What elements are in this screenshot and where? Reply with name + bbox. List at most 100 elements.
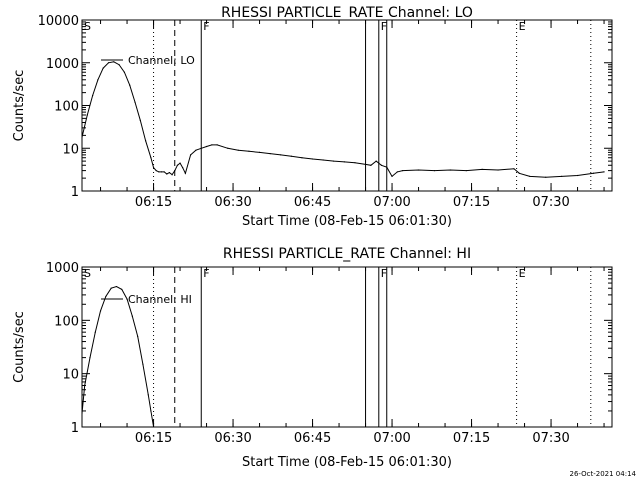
data-point xyxy=(99,310,102,312)
x-axis-label: Start Time (08-Feb-15 06:01:30) xyxy=(242,214,452,229)
event-marker-label: F xyxy=(381,20,387,33)
data-point xyxy=(311,158,314,160)
event-marker-label: F xyxy=(203,267,209,280)
panel-lo: RHESSI PARTICLE_RATE Channel: LO 06:15 06:… xyxy=(12,5,613,229)
data-point xyxy=(129,84,131,86)
data-point xyxy=(121,288,123,291)
chart-title: RHESSI PARTICLE_RATE Channel: HI xyxy=(223,246,471,262)
y-tick-label: 100 xyxy=(54,314,79,329)
data-point xyxy=(86,114,88,116)
data-point xyxy=(123,71,125,73)
data-point xyxy=(82,136,83,138)
plot-frame xyxy=(81,266,613,428)
data-point xyxy=(126,298,128,300)
data-point xyxy=(576,174,579,177)
data-point xyxy=(290,155,292,157)
data-point xyxy=(158,171,160,173)
data-point xyxy=(248,150,250,152)
footer-timestamp: 26-Oct-2021 04:14 xyxy=(570,470,637,478)
data-point xyxy=(137,335,139,337)
data-point xyxy=(269,152,271,155)
data-point xyxy=(150,157,152,159)
y-tick-label: 1000 xyxy=(46,261,79,276)
x-tick-label: 07:00 xyxy=(373,195,410,210)
data-point xyxy=(142,363,144,365)
data-point xyxy=(592,172,595,174)
data-point xyxy=(391,175,393,177)
data-point xyxy=(465,170,467,172)
y-axis-label: Counts/sec xyxy=(12,70,27,142)
event-marker-label: F xyxy=(381,267,387,280)
data-point xyxy=(433,170,436,172)
data-point xyxy=(92,95,94,97)
data-point xyxy=(163,171,165,173)
x-axis-label: Start Time (08-Feb-15 06:01:30) xyxy=(242,455,452,470)
x-tick-label: 06:15 xyxy=(135,431,172,446)
y-tick-label: 1000 xyxy=(46,57,79,72)
data-point xyxy=(145,140,147,142)
data-point xyxy=(118,64,120,66)
y-tick-label: 10 xyxy=(62,368,79,383)
data-point xyxy=(89,357,91,359)
data-point xyxy=(227,147,229,149)
data-point xyxy=(200,147,202,149)
data-point xyxy=(150,410,152,412)
data-point xyxy=(115,285,118,288)
data-point xyxy=(364,163,367,165)
x-tick-label: 06:45 xyxy=(294,431,331,446)
data-point xyxy=(216,144,218,146)
y-axis-label: Counts/sec xyxy=(12,311,27,383)
data-point xyxy=(195,149,197,151)
y-tick-label: 100 xyxy=(54,100,79,115)
data-point xyxy=(152,426,155,427)
data-point xyxy=(147,394,149,396)
panel-hi: RHESSI PARTICLE_RATE Channel: HI 06:15 06:… xyxy=(12,246,613,470)
data-point xyxy=(370,164,372,166)
data-point xyxy=(396,171,398,173)
data-point xyxy=(82,412,83,414)
data-point xyxy=(160,171,163,173)
data-point xyxy=(171,174,173,176)
data-point xyxy=(497,169,499,171)
data-point xyxy=(402,170,404,172)
data-point xyxy=(134,101,136,103)
data-point xyxy=(386,166,388,168)
y-tick-label: 10000 xyxy=(38,14,79,29)
data-point xyxy=(174,170,176,172)
data-point xyxy=(184,172,186,174)
data-point xyxy=(301,157,303,159)
event-marker-label: F xyxy=(203,20,209,33)
data-point xyxy=(333,160,335,162)
data-point xyxy=(97,79,99,81)
x-tick-label: 06:45 xyxy=(294,195,331,210)
x-tick-label: 07:15 xyxy=(453,195,490,210)
data-point xyxy=(529,175,531,177)
data-point xyxy=(258,151,261,153)
x-tick-label: 06:30 xyxy=(214,195,251,210)
x-tick-label: 07:30 xyxy=(532,431,569,446)
data-point xyxy=(518,172,520,174)
y-tick-label: 1 xyxy=(71,421,79,436)
data-point xyxy=(513,168,515,170)
data-point xyxy=(139,119,141,121)
data-point xyxy=(102,67,104,69)
data-point xyxy=(168,171,171,174)
data-point xyxy=(343,161,345,163)
event-marker-label: S xyxy=(84,267,91,280)
data-point xyxy=(131,315,133,317)
data-point xyxy=(152,167,155,169)
data-point xyxy=(110,287,112,289)
data-point xyxy=(205,145,208,148)
data-point xyxy=(322,159,324,161)
data-point xyxy=(603,171,605,173)
data-point xyxy=(176,164,178,166)
data-point xyxy=(105,295,107,298)
data-point xyxy=(179,162,181,164)
data-point xyxy=(237,149,239,151)
data-point xyxy=(481,168,483,171)
data-point xyxy=(211,144,213,146)
x-tick-label: 07:30 xyxy=(532,195,569,210)
data-point xyxy=(182,167,184,169)
